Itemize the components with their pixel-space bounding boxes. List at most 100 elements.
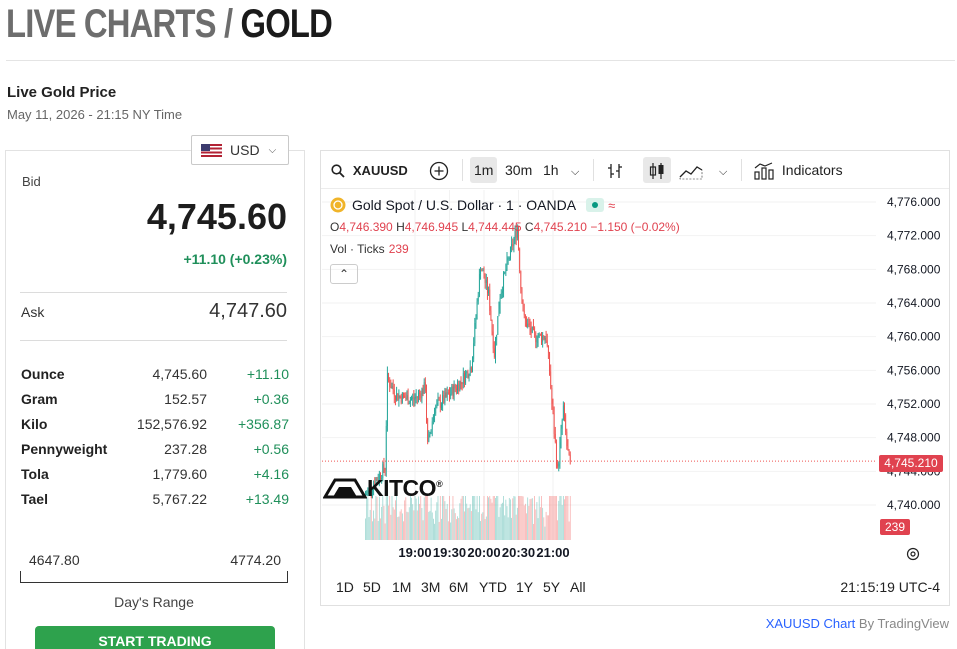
unit-name: Ounce	[21, 366, 65, 382]
unit-name: Pennyweight	[21, 441, 108, 457]
last-volume-badge: 239	[880, 519, 910, 535]
candles-style-button[interactable]	[643, 157, 671, 183]
volume-label: Vol · Ticks	[330, 242, 385, 256]
attribution-link[interactable]: XAUUSD Chart	[765, 616, 856, 631]
low-value: 4,744.445	[468, 220, 522, 234]
range-button-6m[interactable]: 6M	[449, 579, 469, 595]
unit-row: Ounce 4,745.60 +11.10	[21, 366, 289, 391]
unit-price: 237.28	[164, 441, 207, 457]
chevron-up-icon: ⌃	[338, 267, 350, 281]
bid-price: 4,745.60	[146, 196, 287, 237]
unit-change: +4.16	[253, 466, 289, 482]
range-button-all[interactable]: All	[570, 579, 586, 595]
open-key: O	[330, 220, 340, 234]
chart-toolbar: XAUUSD 1m 30m 1h ⌵ ⌵ Indic	[321, 151, 949, 189]
unit-name: Kilo	[21, 416, 48, 432]
live-timestamp: May 11, 2026 - 21:15 NY Time	[7, 107, 183, 122]
range-button-5y[interactable]: 5Y	[543, 579, 561, 595]
chart-clock: 21:15:19 UTC-4	[840, 579, 940, 595]
area-chart-icon	[679, 166, 703, 180]
kitco-watermark: KITCO ®	[323, 473, 443, 503]
page-title: LIVE CHARTS / GOLD	[6, 2, 333, 47]
divider	[20, 292, 287, 293]
chart-widget: XAUUSD 1m 30m 1h ⌵ ⌵ Indic	[320, 150, 950, 606]
volume-legend: Vol · Ticks 239	[330, 242, 409, 256]
chart-attribution: XAUUSD Chart By TradingView	[766, 616, 949, 631]
range-button-1m[interactable]: 1M	[392, 579, 412, 595]
currency-select[interactable]: USD ⌵	[191, 135, 289, 165]
unit-table: Ounce 4,745.60 +11.10 Gram 152.57 +0.36 Kilo…	[21, 366, 289, 516]
interval-1m[interactable]: 1m	[470, 157, 498, 183]
gold-coin-icon	[330, 197, 346, 213]
range-button-3m[interactable]: 3M	[421, 579, 441, 595]
ohlc-values: O4,746.390 H4,746.945 L4,744.445 C4,745.…	[330, 220, 680, 234]
high-value: 4,746.945	[404, 220, 459, 234]
market-open-icon	[586, 198, 605, 212]
search-icon	[331, 164, 345, 178]
toolbar-separator	[741, 159, 742, 181]
chevron-down-icon: ⌵	[719, 166, 728, 178]
interval-dropdown[interactable]: ⌵	[571, 157, 579, 183]
bars-icon	[608, 164, 622, 179]
range-button-1d[interactable]: 1D	[336, 579, 354, 595]
live-price-label: Live Gold Price	[7, 84, 117, 101]
style-dropdown[interactable]: ⌵	[719, 157, 727, 183]
interval-30m[interactable]: 30m	[505, 162, 533, 178]
change-value: −1.150 (−0.02%)	[590, 220, 680, 234]
indicators-icon	[754, 162, 774, 180]
range-button-5d[interactable]: 5D	[363, 579, 381, 595]
bid-label: Bid	[22, 174, 41, 189]
unit-name: Tael	[21, 491, 48, 507]
interval-1h[interactable]: 1h	[543, 162, 559, 178]
high-key: H	[396, 220, 405, 234]
unit-row: Tola 1,779.60 +4.16	[21, 466, 289, 491]
compare-button[interactable]	[429, 157, 449, 183]
range-high: 4774.20	[230, 552, 281, 568]
bid-change: +11.10 (+0.23%)	[183, 251, 287, 267]
toolbar-separator	[593, 159, 594, 181]
unit-name: Gram	[21, 391, 58, 407]
unit-price: 4,745.60	[152, 366, 208, 382]
unit-row: Tael 5,767.22 +13.49	[21, 491, 289, 516]
add-compare-icon	[429, 162, 449, 181]
collapse-legend-button[interactable]: ⌃	[330, 264, 358, 284]
symbol-search[interactable]: XAUUSD	[331, 157, 408, 183]
unit-row: Gram 152.57 +0.36	[21, 391, 289, 416]
unit-change: +11.10	[246, 366, 289, 382]
page-title-section: LIVE CHARTS /	[6, 2, 241, 46]
symbol-label: XAUUSD	[352, 163, 408, 178]
unit-change: +13.49	[245, 491, 289, 507]
attribution-by: By TradingView	[855, 616, 949, 631]
indicators-button[interactable]: Indicators	[754, 157, 843, 183]
price-panel	[5, 150, 305, 649]
ask-price: 4,747.60	[209, 300, 287, 322]
close-value: 4,745.210	[533, 220, 587, 234]
unit-change: +0.36	[253, 391, 289, 407]
range-label: Day's Range	[114, 594, 194, 610]
candles-icon	[649, 163, 664, 180]
unit-row: Pennyweight 237.28 +0.56	[21, 441, 289, 466]
chart-settings-button[interactable]	[906, 545, 920, 561]
unit-price: 152,576.92	[136, 416, 207, 432]
volume-value: 239	[388, 242, 409, 256]
settings-icon	[906, 548, 920, 561]
delayed-data-icon: ≈	[608, 197, 616, 213]
start-trading-button[interactable]: START TRADING	[35, 626, 275, 649]
unit-price: 152.57	[164, 391, 207, 407]
open-value: 4,746.390	[339, 220, 393, 234]
registered-mark: ®	[436, 479, 443, 489]
toolbar-separator	[462, 159, 463, 181]
range-bar	[20, 571, 288, 583]
indicators-label: Indicators	[781, 162, 843, 178]
unit-change: +356.87	[238, 416, 289, 432]
low-key: L	[461, 220, 469, 234]
range-button-1y[interactable]: 1Y	[516, 579, 534, 595]
range-button-ytd[interactable]: YTD	[479, 579, 507, 595]
gold-bar-logo-icon	[323, 478, 367, 499]
unit-change: +0.56	[253, 441, 289, 457]
chart-legend: Gold Spot / U.S. Dollar · 1 · OANDA ≈	[330, 197, 615, 213]
close-key: C	[524, 220, 534, 234]
unit-row: Kilo 152,576.92 +356.87	[21, 416, 289, 441]
bar-style-button[interactable]	[606, 157, 624, 183]
area-style-button[interactable]	[679, 157, 703, 183]
